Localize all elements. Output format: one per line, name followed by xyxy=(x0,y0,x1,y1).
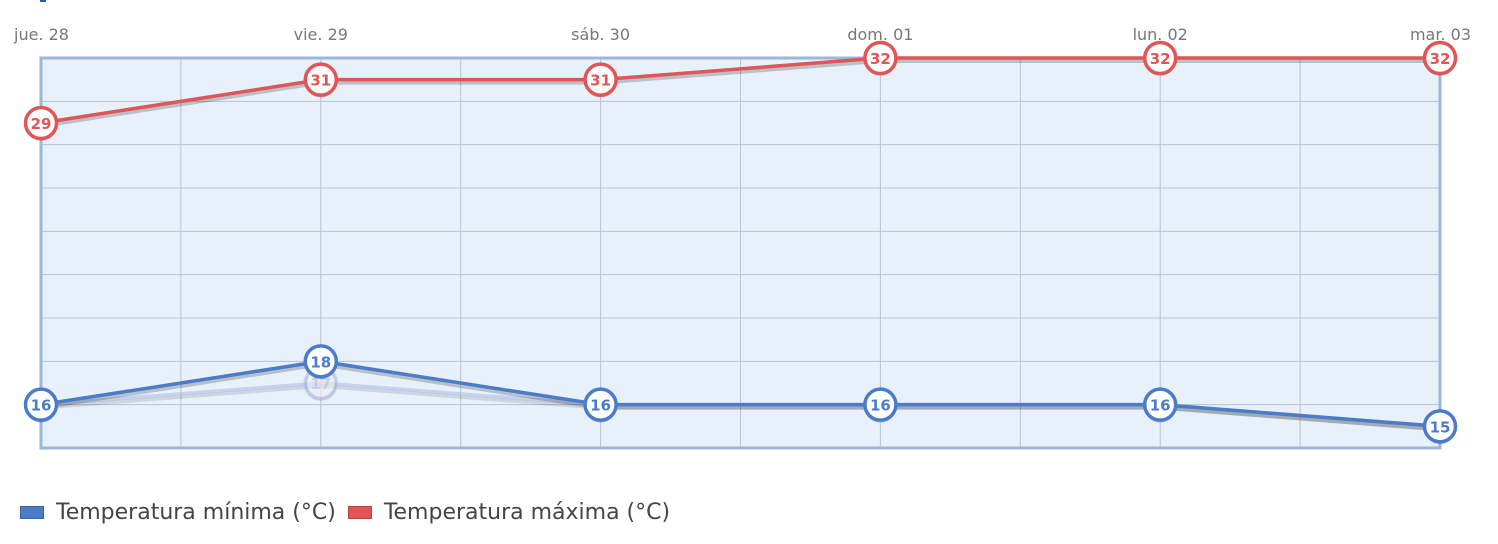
truncated-title-mark xyxy=(40,0,46,2)
series-max-shadow xyxy=(40,59,1440,128)
legend-item-min[interactable]: Temperatura mínima (°C) xyxy=(20,500,336,525)
series-min-point xyxy=(23,387,59,422)
series-min-point xyxy=(863,387,898,422)
ghost-series-shadow xyxy=(40,383,1441,432)
legend-label-max: Temperatura máxima (°C) xyxy=(383,500,671,525)
series-min-data-label: 16 xyxy=(870,397,891,415)
series-min-data-label: 18 xyxy=(310,353,331,371)
legend-label-min: Temperatura mínima (°C) xyxy=(56,500,336,525)
series-min-data-label: 16 xyxy=(590,397,611,415)
series-max-data-label: 32 xyxy=(870,50,891,68)
series-max-data-label: 29 xyxy=(31,115,52,133)
plot-border xyxy=(39,56,1442,450)
series-max-point xyxy=(303,62,339,97)
series-max-data-label: 32 xyxy=(1150,50,1171,68)
series-min-point xyxy=(303,344,339,379)
legend-swatch-min xyxy=(20,506,44,519)
legend: Temperatura mínima (°C) Temperatura máxi… xyxy=(20,500,682,525)
series-min-point xyxy=(1422,409,1458,444)
series-max-line xyxy=(40,56,1440,125)
series-max-data-label: 32 xyxy=(1430,50,1451,68)
ghost-series-data-label: 17 xyxy=(310,375,331,393)
series-max-point xyxy=(23,105,59,141)
series-min-line xyxy=(40,359,1441,429)
series-min-data-label: 15 xyxy=(1430,418,1451,436)
legend-item-max[interactable]: Temperatura máxima (°C) xyxy=(347,500,671,525)
series-max-data-label: 31 xyxy=(590,72,611,90)
line-chart: jue. 28 vie. 29 sáb. 30 dom. 01 lun. 02 mar. … xyxy=(13,25,1471,450)
x-tick-label: mar. 03 xyxy=(1410,25,1471,44)
x-tick-label: sáb. 30 xyxy=(571,25,630,44)
series-max-point xyxy=(1422,40,1458,76)
series-min-point xyxy=(583,387,618,422)
series-min-data-label: 16 xyxy=(31,397,52,415)
x-tick-label: jue. 28 xyxy=(13,25,69,44)
series-max-point xyxy=(863,40,898,76)
series-max-point xyxy=(583,62,618,97)
x-tick-label: vie. 29 xyxy=(294,25,348,44)
x-tick-label: lun. 02 xyxy=(1133,25,1188,44)
x-tick-label: dom. 01 xyxy=(847,25,913,44)
legend-swatch-max xyxy=(347,506,372,519)
series-max-point xyxy=(1142,40,1178,76)
series-min-data-label: 16 xyxy=(1150,397,1171,415)
series-max-data-label: 31 xyxy=(310,72,331,90)
series-min-shadow xyxy=(40,362,1441,432)
series-min-point xyxy=(1142,387,1178,422)
